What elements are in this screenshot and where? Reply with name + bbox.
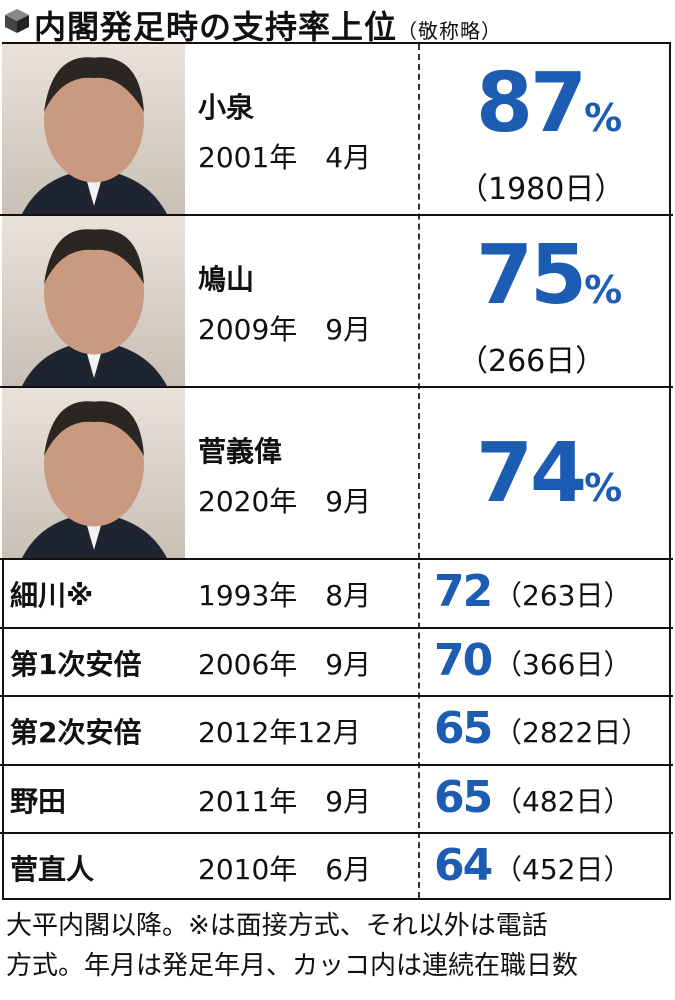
portrait xyxy=(22,229,167,386)
title: 内閣発足時の支持率上位（敬称略） xyxy=(34,2,502,48)
row-rule xyxy=(0,695,673,697)
row-rule xyxy=(0,214,673,216)
days: （263日） xyxy=(494,579,632,612)
days: （1980日） xyxy=(458,172,625,207)
days: （452日） xyxy=(494,853,632,886)
name: 第2次安倍 xyxy=(10,716,142,749)
days: （2822日） xyxy=(494,716,650,749)
name: 第1次安倍 xyxy=(10,647,142,681)
date: 2009年 9月 xyxy=(198,313,372,346)
days: （366日） xyxy=(494,647,632,681)
days: （482日） xyxy=(494,784,632,818)
date: 2001年 4月 xyxy=(198,141,372,174)
rate: 64 xyxy=(434,840,493,891)
footnote: 大平内閣以降。※は面接方式、それ以外は電話 xyxy=(6,911,548,941)
footnote: 方式。年月は発足年月、カッコ内は連続在職日数 xyxy=(6,951,579,981)
rate: 65 xyxy=(434,771,493,823)
rate-unit: % xyxy=(584,96,623,140)
portrait-photo xyxy=(2,44,185,214)
column-divider xyxy=(418,44,420,898)
rate-unit: % xyxy=(584,268,623,312)
row-rule xyxy=(0,832,673,834)
rate-value: 74 xyxy=(476,426,587,521)
portrait-photo xyxy=(2,388,185,558)
name: 野田 xyxy=(10,784,67,818)
date: 2010年 6月 xyxy=(198,853,372,886)
name: 菅義偉 xyxy=(198,435,283,468)
date: 2020年 9月 xyxy=(198,485,372,518)
rate: 74% xyxy=(476,426,622,521)
days: （266日） xyxy=(458,344,606,379)
name: 小泉 xyxy=(198,91,255,124)
rate: 70 xyxy=(434,634,493,686)
portrait xyxy=(22,401,167,558)
row-rule xyxy=(0,386,673,388)
rate-value: 75 xyxy=(476,228,587,323)
cube-icon xyxy=(5,9,29,33)
rate: 65 xyxy=(434,703,493,754)
rate: 87% xyxy=(476,56,622,151)
date: 2006年 9月 xyxy=(198,647,372,681)
portrait-photo xyxy=(2,216,185,386)
date: 2011年 9月 xyxy=(198,784,372,818)
date: 1993年 8月 xyxy=(198,579,372,612)
date: 2012年12月 xyxy=(198,716,361,749)
name: 細川※ xyxy=(10,579,94,612)
rate: 72 xyxy=(434,566,493,617)
rate: 75% xyxy=(476,228,622,323)
portrait xyxy=(22,57,167,214)
row-rule xyxy=(0,763,673,766)
rate-value: 87 xyxy=(476,56,587,151)
row-rule xyxy=(0,558,673,560)
rate-unit: % xyxy=(584,466,623,510)
title-note: （敬称略） xyxy=(397,19,503,43)
name: 鳩山 xyxy=(198,263,255,296)
title-text: 内閣発足時の支持率上位 xyxy=(34,8,398,46)
name: 菅直人 xyxy=(10,853,95,886)
row-rule xyxy=(0,626,673,629)
